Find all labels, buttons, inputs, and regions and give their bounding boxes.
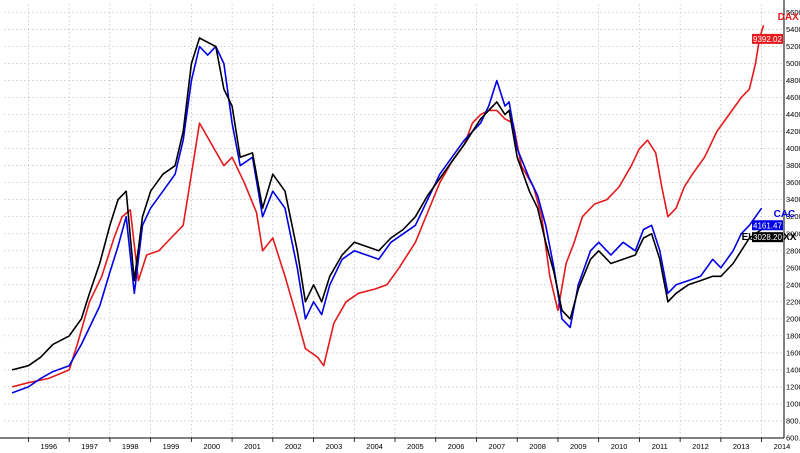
y-tick-label: 2800.00 bbox=[786, 246, 800, 255]
y-tick-label: 4800.00 bbox=[786, 76, 800, 85]
x-tick-label: 1998 bbox=[122, 442, 139, 451]
last-value-text-dax: 9392.02 bbox=[753, 35, 782, 44]
y-tick-label: 2600.00 bbox=[786, 263, 800, 272]
y-tick-label: 5000.00 bbox=[786, 59, 800, 68]
y-tick-label: 4000.00 bbox=[786, 144, 800, 153]
last-value-badge-cac bbox=[752, 220, 783, 231]
y-tick-label: 600.00 bbox=[786, 434, 800, 443]
x-tick-label: 2007 bbox=[489, 442, 506, 451]
y-tick-label: 3800.00 bbox=[786, 161, 800, 170]
x-tick-label: 1997 bbox=[81, 442, 98, 451]
x-tick-label: 2001 bbox=[244, 442, 261, 451]
y-tick-label: 3000.00 bbox=[786, 229, 800, 238]
y-tick-label: 800.00 bbox=[786, 416, 800, 425]
series-line-eurstoxx bbox=[11, 37, 763, 371]
x-tick-label: 1999 bbox=[163, 442, 180, 451]
x-tick-label: 2005 bbox=[407, 442, 424, 451]
y-tick-label: 2000.00 bbox=[786, 314, 800, 323]
series-line-cac bbox=[11, 45, 763, 394]
y-tick-label: 4600.00 bbox=[786, 93, 800, 102]
last-value-badge-dax bbox=[752, 33, 783, 44]
last-value-text-cac: 4161.47 bbox=[753, 221, 782, 230]
y-tick-label: 1600.00 bbox=[786, 348, 800, 357]
x-tick-label: 2003 bbox=[326, 442, 343, 451]
x-tick-label: 2011 bbox=[652, 442, 668, 451]
y-tick-label: 5600.00 bbox=[786, 8, 800, 17]
series-label-cac: CAC bbox=[774, 209, 796, 220]
y-tick-label: 1000.00 bbox=[786, 399, 800, 408]
x-tick-label: 2008 bbox=[529, 442, 546, 451]
x-tick-label: 1996 bbox=[40, 442, 57, 451]
x-axis: 1996 1997 1998 1999 2000 2001 2002 2003 2004 2005… bbox=[0, 437, 791, 451]
y-tick-label: 5400.00 bbox=[786, 25, 800, 34]
x-tick-label: 2014 bbox=[774, 442, 791, 451]
x-tick-label: 2004 bbox=[366, 442, 383, 451]
y-tick-label: 1400.00 bbox=[786, 365, 800, 374]
last-value-badge-eurstoxx bbox=[752, 232, 783, 243]
x-tick-label: 2013 bbox=[733, 442, 750, 451]
y-tick-label: 3400.00 bbox=[786, 195, 800, 204]
plot-area bbox=[0, 0, 784, 438]
x-tick-label: 2010 bbox=[611, 442, 628, 451]
y-tick-label: 3600.00 bbox=[786, 178, 800, 187]
x-tick-label: 2002 bbox=[285, 442, 302, 451]
x-tick-label: 2000 bbox=[203, 442, 220, 451]
y-tick-label: 1800.00 bbox=[786, 331, 800, 340]
x-tick-label: 2006 bbox=[448, 442, 465, 451]
x-tick-label: 2012 bbox=[692, 442, 709, 451]
y-tick-label: 2400.00 bbox=[786, 280, 800, 289]
y-tick-label: 4400.00 bbox=[786, 110, 800, 119]
series-label-dax: DAX bbox=[778, 12, 799, 23]
x-tick-label: 2009 bbox=[570, 442, 587, 451]
series-lines bbox=[11, 25, 765, 394]
last-value-badges: 9392.02 4161.47 3028.20 bbox=[752, 33, 783, 243]
series-line-dax bbox=[11, 25, 765, 388]
last-value-text-eurstoxx: 3028.20 bbox=[753, 233, 782, 242]
